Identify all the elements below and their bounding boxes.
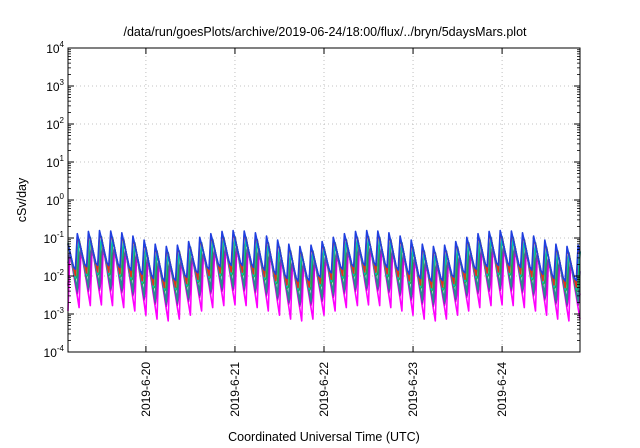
y-axis-ticks: 10-4 10-3 10-2 10-1 100 101 102 103 104 <box>44 40 580 360</box>
x-tick-label: 2019-6-22 <box>317 362 331 417</box>
y-tick-label: 103 <box>46 78 64 94</box>
x-tick-label: 2019-6-20 <box>139 362 153 417</box>
x-tick-label: 2019-6-24 <box>495 362 509 417</box>
y-tick-label: 10-3 <box>44 306 65 322</box>
x-tick-label: 2019-6-21 <box>228 362 242 417</box>
y-tick-label: 100 <box>46 192 64 208</box>
y-tick-label: 102 <box>46 116 64 132</box>
y-tick-label: 10-4 <box>44 344 65 360</box>
x-axis-ticks: 2019-6-20 2019-6-21 2019-6-22 2019-6-23 2019… <box>139 48 509 417</box>
y-tick-label: 101 <box>46 154 64 170</box>
y-tick-label: 104 <box>46 40 64 56</box>
y-tick-label: 10-1 <box>44 230 65 246</box>
x-axis-label: Coordinated Universal Time (UTC) <box>228 430 420 444</box>
chart-title: /data/run/goesPlots/archive/2019-06-24/1… <box>123 25 527 39</box>
x-tick-label: 2019-6-23 <box>406 362 420 417</box>
y-tick-label: 10-2 <box>44 268 65 284</box>
y-axis-label: cSv/day <box>15 177 29 222</box>
series-line <box>67 229 581 282</box>
series-group <box>67 229 581 322</box>
